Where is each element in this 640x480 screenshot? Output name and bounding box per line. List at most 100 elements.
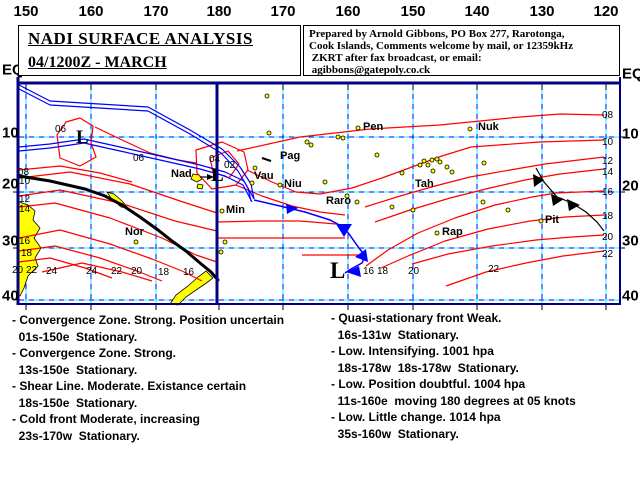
isobar-value-label: 18 (377, 266, 389, 277)
axis-right-label: 10 (622, 125, 639, 143)
isobar-value-label: 10 (602, 137, 614, 148)
place-label-nad: Nad (171, 168, 192, 180)
isobar-value-label: 20 (12, 265, 24, 276)
isobar-value-label: 24 (86, 266, 98, 277)
axis-right-label: 30 (622, 232, 639, 250)
isobar-value-label: 10 (19, 176, 31, 187)
legend-line: - Quasi-stationary front Weak. (331, 311, 502, 325)
isobar-value-label: 04 (209, 154, 221, 165)
legend-line: 01s-150e Stationary. (12, 329, 138, 344)
isobar-value-label: 16 (363, 266, 375, 277)
axis-top-label: 150 (13, 3, 39, 20)
legend-line: - Shear Line. Moderate. Existance certai… (12, 379, 247, 393)
axis-left-label: 40 (2, 287, 19, 305)
axis-ticks (13, 85, 625, 310)
island-dots (133, 93, 544, 255)
isobar-value-label: 22 (111, 266, 123, 277)
isobar-value-label: 14 (19, 204, 31, 215)
convergence-zone-2b (18, 142, 253, 203)
chart-datetime: 04/1200Z - MARCH (28, 54, 167, 71)
isobar-value-label: 16 (19, 236, 31, 247)
low-pressure-marker: L (330, 258, 346, 283)
place-label-vau: Vau (254, 170, 274, 182)
grid-lines (19, 84, 619, 303)
isobar-value-label: 12 (602, 156, 614, 167)
legend-line: - Convergence Zone. Strong. (12, 346, 177, 360)
isobar-value-label: 20 (131, 266, 143, 277)
land-fiji-2 (196, 183, 204, 190)
cold-front (253, 199, 368, 277)
land-fiji (190, 173, 203, 183)
axis-left-label: 30 (2, 232, 19, 250)
misc-marks (200, 157, 272, 180)
isobar-value-label: 06 (133, 153, 145, 164)
shear-line (17, 174, 220, 282)
isobar-value-label: 14 (602, 167, 614, 178)
isobar-value-label: 08 (602, 110, 614, 121)
axis-top-label: 170 (270, 3, 296, 20)
low-pressure-marker: L (76, 127, 89, 148)
isobar-value-label: 16 (183, 267, 195, 278)
legend-line: - Low. Little change. 1014 hpa (331, 410, 501, 424)
axis-right-label: EQ (622, 65, 640, 83)
isobar-value-label: 20 (408, 266, 420, 277)
legend-line: 23s-170w Stationary. (12, 428, 140, 443)
place-label-nor: Nor (125, 226, 144, 238)
axis-left-label: 20 (2, 175, 19, 193)
isobar-value-label: 06 (55, 124, 67, 135)
place-label-pen: Pen (363, 121, 384, 133)
legend-line: 18s-178w 18s-178w Stationary. (331, 360, 519, 375)
place-label-raro: Raro (326, 195, 352, 207)
low-motion-arrowhead (207, 174, 214, 180)
isobars (18, 113, 605, 287)
legend-line: - Low. Intensifying. 1001 hpa (331, 344, 494, 358)
quasi-stationary-front (533, 167, 605, 232)
info-box: Prepared by Arnold Gibbons, PO Box 277, … (303, 25, 620, 76)
place-label-nuk: Nuk (478, 121, 499, 133)
isobar-value-label: 02 (224, 160, 236, 171)
axis-top-label: 170 (143, 3, 169, 20)
axis-top-label: 160 (78, 3, 104, 20)
isobar-value-label: 12 (19, 194, 31, 205)
legend-line: - Cold front Moderate, increasing (12, 412, 201, 426)
legend-left: - Convergence Zone. Strong. Position unc… (12, 312, 284, 444)
isobar-value-label: 22 (602, 249, 614, 260)
legend-line: 16s-131w Stationary. (331, 327, 459, 342)
convergence-zones (18, 84, 255, 203)
title-box: NADI SURFACE ANALYSIS 04/1200Z - MARCH (18, 25, 301, 76)
info-line: Cook Islands, Comments welcome by mail, … (309, 40, 574, 52)
place-label-niu: Niu (284, 178, 302, 190)
legend-line: 18s-150e Stationary. (12, 395, 138, 410)
isobar-value-label: 18 (602, 211, 614, 222)
axis-left-label: 10 (2, 124, 19, 142)
chart-title: NADI SURFACE ANALYSIS (28, 29, 253, 48)
isobar-value-label: 18 (158, 267, 170, 278)
info-line: agibbons@gatepoly.co.ck (309, 64, 431, 76)
legend-line: - Low. Position doubtful. 1004 hpa (331, 377, 526, 391)
convergence-zone-1 (18, 84, 255, 200)
legend-line: 11s-160e moving 180 degrees at 05 knots (331, 393, 576, 408)
axis-top-label: 160 (335, 3, 361, 20)
axis-right-label: 20 (622, 177, 639, 195)
legend-line: 35s-160w Stationary. (331, 426, 459, 441)
place-label-min: Min (226, 204, 245, 216)
axis-top-label: 150 (400, 3, 426, 20)
isobar-value-label: 08 (18, 167, 30, 178)
axis-right-label: 40 (622, 287, 639, 305)
axis-top-label: 120 (593, 3, 619, 20)
isobar-value-label: 22 (488, 264, 500, 275)
place-label-pag: Pag (280, 150, 301, 162)
pago-island-mark (261, 157, 272, 162)
info-line: ZKRT after fax broadcast, or email: (309, 52, 482, 64)
land-areas (18, 173, 214, 306)
legend-right: - Quasi-stationary front Weak. 16s-131w … (331, 310, 576, 442)
axis-top-label: 140 (464, 3, 490, 20)
info-line: Prepared by Arnold Gibbons, PO Box 277, … (309, 28, 565, 40)
isobar-value-label: 22 (26, 265, 38, 276)
place-label-tah: Tah (415, 178, 434, 190)
convergence-zone-2 (18, 138, 255, 200)
map-frame (16, 77, 621, 305)
isobar-value-label: 16 (602, 187, 614, 198)
isobar-value-label: 18 (21, 248, 33, 259)
